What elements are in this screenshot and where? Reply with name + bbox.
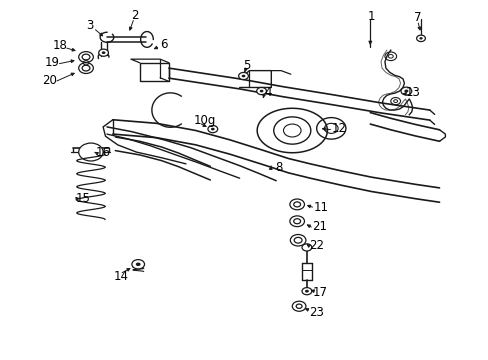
Circle shape bbox=[132, 260, 144, 269]
Circle shape bbox=[387, 54, 392, 58]
Circle shape bbox=[404, 90, 407, 93]
Text: 12: 12 bbox=[331, 122, 346, 135]
Text: 7: 7 bbox=[413, 12, 421, 24]
Text: 4: 4 bbox=[264, 86, 271, 99]
Text: 22: 22 bbox=[308, 239, 324, 252]
Text: 11: 11 bbox=[313, 202, 328, 215]
Circle shape bbox=[302, 288, 311, 295]
Circle shape bbox=[416, 35, 425, 41]
Text: 5: 5 bbox=[243, 59, 250, 72]
Circle shape bbox=[136, 262, 141, 266]
Text: 10g: 10g bbox=[193, 114, 215, 127]
Text: 8: 8 bbox=[274, 161, 282, 174]
Text: 20: 20 bbox=[42, 74, 57, 87]
Circle shape bbox=[99, 49, 108, 56]
Circle shape bbox=[393, 100, 397, 103]
Circle shape bbox=[79, 143, 103, 161]
Text: 2: 2 bbox=[131, 9, 138, 22]
Text: 17: 17 bbox=[312, 287, 327, 300]
Text: 19: 19 bbox=[44, 56, 59, 69]
Circle shape bbox=[305, 290, 308, 293]
Text: 16: 16 bbox=[95, 145, 110, 158]
Circle shape bbox=[302, 244, 311, 251]
Text: 3: 3 bbox=[85, 19, 93, 32]
Circle shape bbox=[102, 51, 105, 54]
Text: 15: 15 bbox=[75, 192, 90, 205]
Circle shape bbox=[83, 60, 89, 65]
Text: 6: 6 bbox=[160, 38, 167, 51]
Text: 21: 21 bbox=[312, 220, 327, 233]
Circle shape bbox=[241, 75, 245, 77]
Circle shape bbox=[259, 90, 263, 93]
Text: 14: 14 bbox=[114, 270, 129, 283]
Circle shape bbox=[238, 72, 248, 80]
Circle shape bbox=[256, 87, 266, 95]
Circle shape bbox=[207, 126, 217, 133]
Circle shape bbox=[400, 87, 411, 95]
Text: 1: 1 bbox=[367, 10, 374, 23]
Circle shape bbox=[419, 37, 422, 40]
Text: 23: 23 bbox=[308, 306, 324, 319]
Circle shape bbox=[210, 128, 214, 130]
Text: 18: 18 bbox=[53, 39, 67, 52]
Text: 13: 13 bbox=[405, 86, 419, 99]
